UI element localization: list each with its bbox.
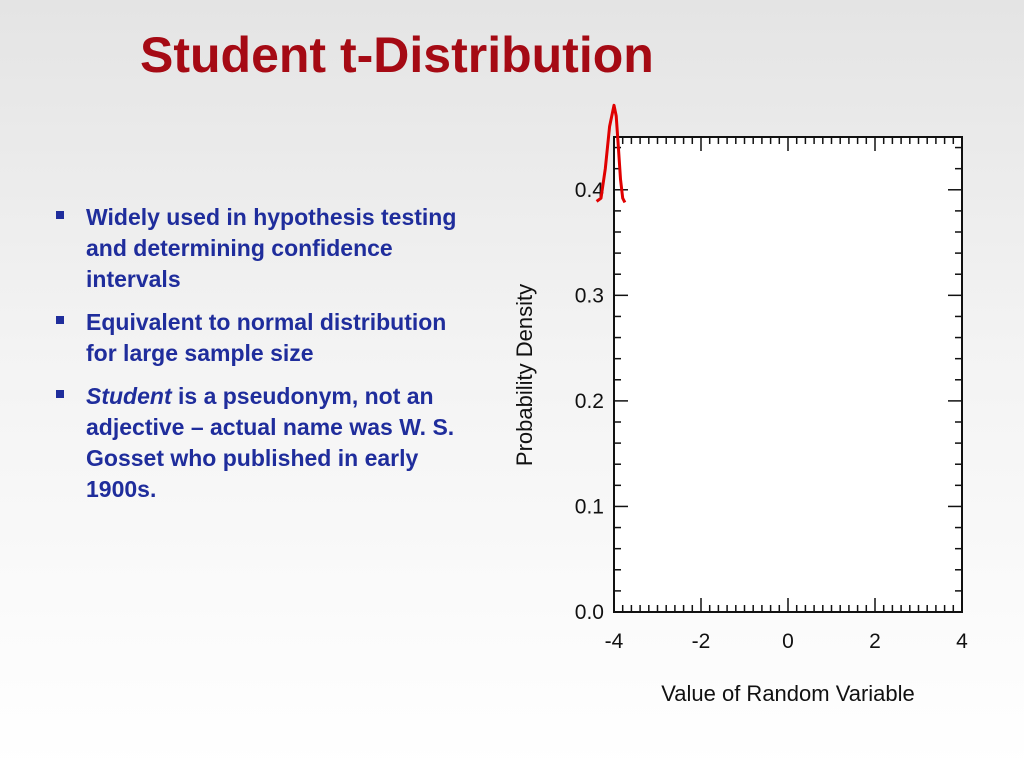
x-tick-label: 0 [782, 630, 794, 653]
y-tick-label: 0.3 [575, 284, 604, 307]
bullet-text: Widely used in hypothesis testing and de… [86, 204, 457, 292]
square-bullet-icon [56, 316, 64, 324]
x-axis-label: Value of Random Variable [661, 681, 915, 706]
series-group [595, 103, 627, 204]
y-axis-label: Probability Density [512, 284, 537, 466]
y-tick-label: 0.4 [575, 179, 605, 202]
square-bullet-icon [56, 211, 64, 219]
x-tick-label: -2 [692, 630, 711, 653]
y-tick-label: 0.0 [575, 601, 604, 624]
y-tick-label: 0.1 [575, 495, 604, 518]
bullet-text: Equivalent to normal distribution for la… [86, 309, 447, 366]
bullet-item: Widely used in hypothesis testing and de… [52, 202, 482, 295]
bullet-list: Widely used in hypothesis testing and de… [52, 202, 482, 517]
tick-labels: -4 -2 0 2 4 0.0 0.1 0.2 0.3 0.4 [575, 179, 968, 653]
bullet-item: Equivalent to normal distribution for la… [52, 307, 482, 369]
plot-frame [613, 136, 963, 613]
bullet-text: is a pseudonym, not an adjective – actua… [86, 383, 455, 502]
x-tick-label: -4 [605, 630, 624, 653]
slide-title: Student t-Distribution [140, 27, 654, 83]
square-bullet-icon [56, 390, 64, 398]
x-tick-label: 4 [956, 630, 968, 653]
y-tick-label: 0.2 [575, 390, 604, 413]
density-curve [595, 103, 627, 204]
x-tick-label: 2 [869, 630, 881, 653]
bullet-lead: Student [86, 383, 172, 409]
axis-ticks [613, 137, 963, 613]
bullet-item: Student is a pseudonym, not an adjective… [52, 381, 482, 505]
